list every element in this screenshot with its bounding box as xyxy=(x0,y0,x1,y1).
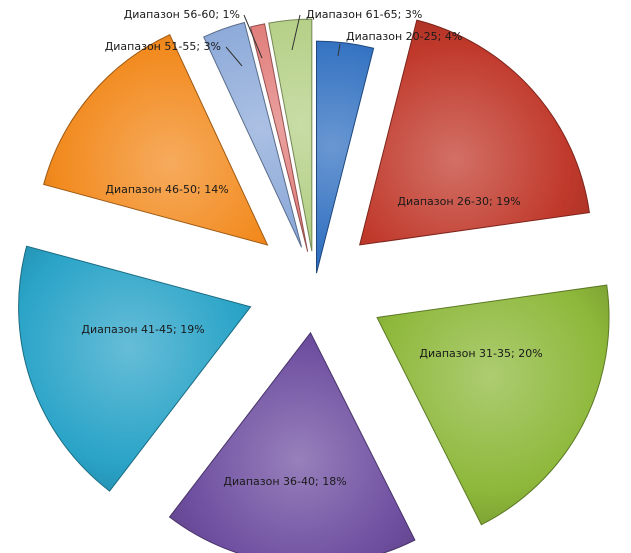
pie-slice-2 xyxy=(359,19,590,246)
pie-slice-5 xyxy=(18,245,252,492)
pie-labels: Диапазон 20-25; 4% Диапазон 26-30; 19% Диа… xyxy=(81,8,542,488)
slice-label-7: Диапазон 51-55; 3% xyxy=(105,40,221,53)
slice-label-8: Диапазон 56-60; 1% xyxy=(124,8,240,21)
pie-slice-4 xyxy=(168,331,416,553)
slice-label-1: Диапазон 20-25; 4% xyxy=(346,30,462,43)
leader-line-8 xyxy=(243,14,263,59)
leader-line-7 xyxy=(225,46,243,67)
slice-label-9: Диапазон 61-65; 3% xyxy=(306,8,422,21)
leader-line-9 xyxy=(291,14,301,51)
leader-line-1 xyxy=(337,43,341,57)
slice-label-2: Диапазон 26-30; 19% xyxy=(397,195,520,208)
slice-label-4: Диапазон 36-40; 18% xyxy=(223,475,346,488)
pie-slice-1 xyxy=(315,40,375,274)
pie-slice-8 xyxy=(249,23,309,252)
pie-slice-6 xyxy=(43,34,269,246)
pie-slice-9 xyxy=(268,18,313,252)
pie-slice-7 xyxy=(203,21,303,248)
pie-slices xyxy=(18,18,610,553)
slice-label-5: Диапазон 41-45; 19% xyxy=(81,323,204,336)
pie-slice-3 xyxy=(376,284,610,526)
slice-label-3: Диапазон 31-35; 20% xyxy=(419,347,542,360)
slice-label-6: Диапазон 46-50; 14% xyxy=(105,183,228,196)
